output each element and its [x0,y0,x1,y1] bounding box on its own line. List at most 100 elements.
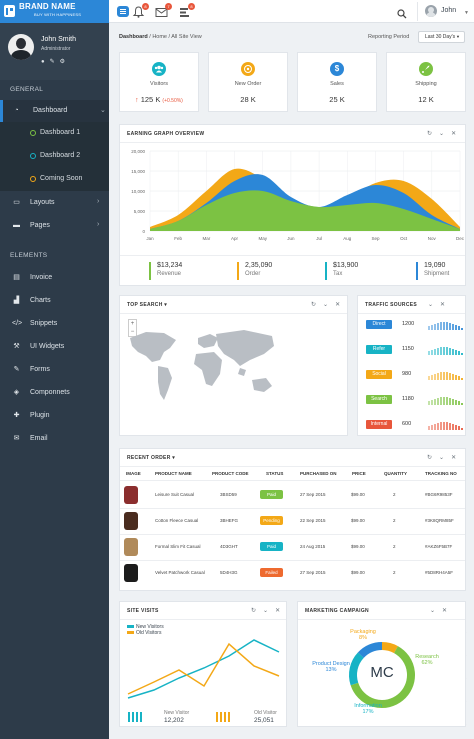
traffic-tag: Internal [366,420,392,429]
product-image[interactable] [124,486,138,504]
menu-toggle-icon[interactable] [117,6,129,17]
purchase-date: 24 Aug 2015 [300,544,326,549]
refresh-icon[interactable]: ↻ [251,608,264,614]
profile-actions[interactable]: ●✎⚙ [41,58,70,65]
traffic-row[interactable]: Refer 1150 [366,345,466,355]
legend-old-visitors: Old Visitors [127,630,161,636]
divider [120,560,465,561]
tracking-no[interactable]: #5D8RH4A5F [425,570,454,575]
sidebar-item-ui-widgets[interactable]: ⚒ UI Widgets [0,336,109,358]
tracking-no[interactable]: #3K8QRM85F [425,518,454,523]
divider [358,313,465,314]
tracking-no[interactable]: #BG6R9853F [425,492,453,497]
reporting-period-select[interactable]: Last 30 Day's ▼ [418,31,465,43]
product-name: Leisure Suit Casual [155,492,195,497]
speedometer-icon: ◔ [14,107,19,114]
close-icon[interactable]: ✕ [451,131,464,137]
sidebar-item-plugin[interactable]: ✚ Plugin [0,405,109,427]
table-header: PURCHASED ON [300,471,337,476]
divider [120,255,465,256]
traffic-sparkline [428,372,463,380]
sidebar-item-charts[interactable]: ▟ Charts [0,290,109,312]
minimize-icon[interactable]: ⌄ [263,608,276,614]
tasks-icon[interactable]: 8 [178,3,195,17]
refresh-icon[interactable]: ↻ [427,455,440,461]
world-map [130,330,274,400]
zoom-out-icon[interactable]: − [130,329,135,335]
stat-card-visitors[interactable]: Visitors ↑ 125 K (+0.50%) [119,52,199,112]
zoom-in-icon[interactable]: + [130,321,135,327]
panel-controls: ⌄✕ [428,301,452,308]
sidebar-subitem-dashboard-1[interactable]: Dashboard 1 [0,122,109,145]
sidebar-item-label: Dashboard [33,107,68,114]
product-image[interactable] [124,538,138,556]
sparkline-bar [446,422,448,430]
minimize-icon[interactable]: ⌄ [439,455,452,461]
stat-card-shipping[interactable]: Shipping 12 K [386,52,466,112]
user-menu[interactable]: John ▼ [417,2,474,21]
product-image[interactable] [124,564,138,582]
legend-value: $13,234 [157,262,183,269]
refresh-icon[interactable]: ↻ [427,131,440,137]
traffic-row[interactable]: Search 1180 [366,395,466,405]
y-tick-label: 20,000 [131,149,145,154]
search-icon[interactable] [397,6,407,19]
close-icon[interactable]: ✕ [442,608,455,614]
rocket-icon [419,62,433,76]
sidebar-item-invoice[interactable]: ▤ Invoice [0,267,109,289]
brand[interactable]: BRAND NAME BUY WITH HAPPINESS [0,0,109,23]
sidebar-item-pages[interactable]: ▬ Pages › [0,215,109,237]
sidebar-subitem-dashboard-2[interactable]: Dashboard 2 [0,145,109,168]
divider [120,142,465,143]
new-visitor-label: New Visitor [164,710,190,716]
divider [298,619,465,620]
traffic-row[interactable]: Internal 600 [366,420,466,430]
product-image[interactable] [124,512,138,530]
legend-label: Revenue [157,271,182,277]
sidebar-item-label: Coming Soon [40,175,83,182]
settings-icon[interactable]: ⚙ [59,59,71,65]
product-code: 5D4H3G [220,570,238,575]
breadcrumb-path[interactable]: / Home / All Site View [147,34,202,40]
campaign-donut [349,642,415,708]
sidebar-subitem-coming-soon[interactable]: Coming Soon [0,168,109,191]
mail-icon[interactable]: 7 [155,3,172,17]
close-icon[interactable]: ✕ [451,455,464,461]
sidebar-item-label: Componnets [30,389,70,396]
y-tick-label: 0 [142,229,145,234]
traffic-row[interactable]: Social 980 [366,370,466,380]
close-icon[interactable]: ✕ [275,608,288,614]
envelope-icon: ✉ [13,435,20,442]
sidebar-item-forms[interactable]: ✎ Forms [0,359,109,381]
edit-icon[interactable]: ✎ [49,59,60,65]
tracking-no[interactable]: #AKZ6F5B7F [425,544,453,549]
minimize-icon[interactable]: ⌄ [428,302,441,308]
sidebar-item-componnets[interactable]: ◈ Componnets [0,382,109,404]
minimize-icon[interactable]: ⌄ [323,302,336,308]
stat-label: Shipping [415,81,437,87]
refresh-icon[interactable]: ↻ [311,302,324,308]
sidebar-item-email[interactable]: ✉ Email [0,428,109,450]
sparkline-bar [461,353,463,355]
minimize-icon[interactable]: ⌄ [430,608,443,614]
sidebar-item-dashboard[interactable]: ◔ Dashboard ⌄ [0,100,109,122]
status-badge: Paid [260,542,283,551]
donut-segment [357,642,383,659]
close-icon[interactable]: ✕ [335,302,348,308]
close-icon[interactable]: ✕ [440,302,453,308]
sidebar: John Smith Administrator ●✎⚙ GENERAL ◔ D… [0,23,109,739]
bell-icon[interactable]: 8 [132,3,149,18]
circle-icon [30,176,36,182]
sidebar-item-layouts[interactable]: ▭ Layouts › [0,192,109,214]
user-icon[interactable]: ● [41,59,50,65]
stat-card-new-order[interactable]: New Order 28 K [208,52,288,112]
minimize-icon[interactable]: ⌄ [439,131,452,137]
legend-bar [325,262,327,280]
sidebar-item-snippets[interactable]: </> Snippets [0,313,109,335]
traffic-row[interactable]: Direct 1200 [366,320,466,330]
product-code: 4D3GHT [220,544,238,549]
stat-card-sales[interactable]: $ Sales 25 K [297,52,377,112]
sparkline-bar [434,349,436,355]
breadcrumb-current[interactable]: Dashboard [119,34,148,40]
segment-name: Packaging [350,629,376,635]
